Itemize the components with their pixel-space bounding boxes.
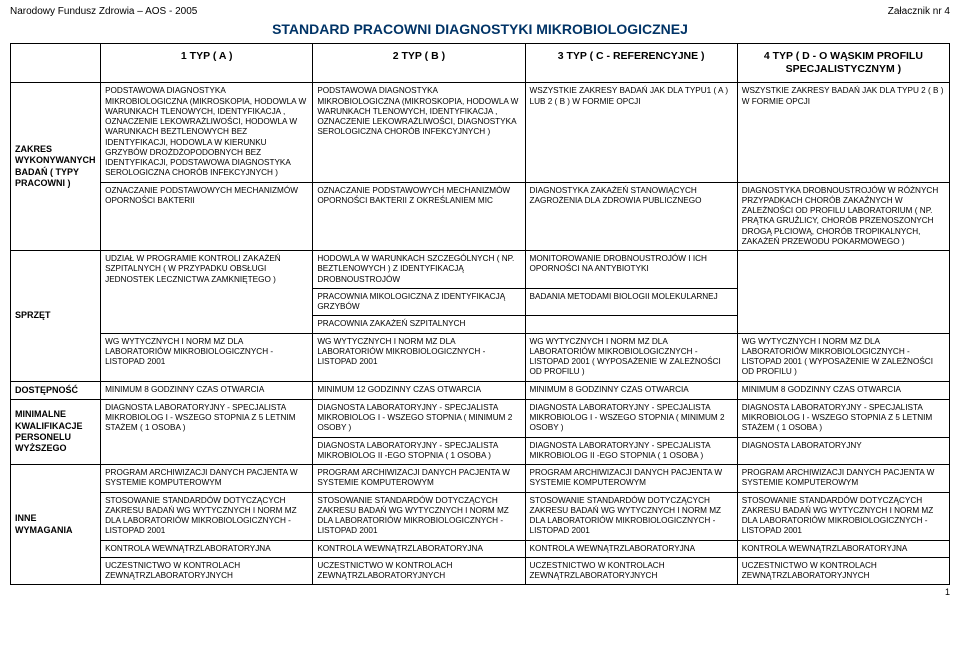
cell: MINIMUM 8 GODZINNY CZAS OTWARCIA [525, 381, 737, 399]
cell: OZNACZANIE PODSTAWOWYCH MECHANIZMÓW OPOR… [313, 182, 525, 251]
cell: PODSTAWOWA DIAGNOSTYKA MIKROBIOLOGICZNA … [313, 83, 525, 182]
cell: PROGRAM ARCHIWIZACJI DANYCH PACJENTA W S… [101, 465, 313, 493]
cell: STOSOWANIE STANDARDÓW DOTYCZĄCYCH ZAKRES… [313, 492, 525, 540]
cell: DIAGNOSTA LABORATORYJNY - SPECJALISTA MI… [525, 437, 737, 465]
cell: DIAGNOSTA LABORATORYJNY - SPECJALISTA MI… [525, 399, 737, 437]
table-row: OZNACZANIE PODSTAWOWYCH MECHANIZMÓW OPOR… [11, 182, 950, 251]
cell: MINIMUM 8 GODZINNY CZAS OTWARCIA [737, 381, 949, 399]
cell: MINIMUM 12 GODZINNY CZAS OTWARCIA [313, 381, 525, 399]
cell: PRACOWNIA MIKOLOGICZNA Z IDENTYFIKACJĄ G… [313, 288, 525, 316]
cell: KONTROLA WEWNĄTRZLABORATORYJNA [525, 540, 737, 557]
cell: KONTROLA WEWNĄTRZLABORATORYJNA [101, 540, 313, 557]
cell: HODOWLA W WARUNKACH SZCZEGÓLNYCH ( NP. B… [313, 251, 525, 289]
col-header-3: 3 TYP ( C - REFERENCYJNE ) [525, 44, 737, 83]
table-row: INNE WYMAGANIA PROGRAM ARCHIWIZACJI DANY… [11, 465, 950, 493]
table-row: STOSOWANIE STANDARDÓW DOTYCZĄCYCH ZAKRES… [11, 492, 950, 540]
page-header: Narodowy Fundusz Zdrowia – AOS - 2005 Za… [10, 6, 950, 17]
cell: UCZESTNICTWO W KONTROLACH ZEWNĄTRZLABORA… [313, 557, 525, 585]
table-row: MINIMALNE KWALIFIKACJE PERSONELU WYŻSZEG… [11, 399, 950, 437]
header-row: 1 TYP ( A ) 2 TYP ( B ) 3 TYP ( C - REFE… [11, 44, 950, 83]
col-header-1: 1 TYP ( A ) [101, 44, 313, 83]
row-label-sprzet: SPRZĘT [11, 251, 101, 382]
cell: KONTROLA WEWNĄTRZLABORATORYJNA [313, 540, 525, 557]
cell: PROGRAM ARCHIWIZACJI DANYCH PACJENTA W S… [313, 465, 525, 493]
cell: DIAGNOSTA LABORATORYJNY - SPECJALISTA MI… [101, 399, 313, 464]
cell [525, 316, 737, 333]
cell: DIAGNOSTYKA ZAKAŻEŃ STANOWIĄCYCH ZAGROŻE… [525, 182, 737, 251]
table-row: SPRZĘT UDZIAŁ W PROGRAMIE KONTROLI ZAKAŻ… [11, 251, 950, 289]
col-header-2: 2 TYP ( B ) [313, 44, 525, 83]
cell: WG WYTYCZNYCH I NORM MZ DLA LABORATORIÓW… [737, 333, 949, 381]
cell: MONITOROWANIE DROBNOUSTROJÓW I ICH OPORN… [525, 251, 737, 289]
cell: DIAGNOSTA LABORATORYJNY - SPECJALISTA MI… [313, 437, 525, 465]
cell: WG WYTYCZNYCH I NORM MZ DLA LABORATORIÓW… [525, 333, 737, 381]
row-label-inne: INNE WYMAGANIA [11, 465, 101, 585]
cell: PRACOWNIA ZAKAŻEŃ SZPITALNYCH [313, 316, 525, 333]
cell: UDZIAŁ W PROGRAMIE KONTROLI ZAKAŻEŃ SZPI… [101, 251, 313, 334]
row-label-kwalifikacje: MINIMALNE KWALIFIKACJE PERSONELU WYŻSZEG… [11, 399, 101, 464]
row-label-zakres: ZAKRES WYKONYWANYCH BADAŃ ( TYPY PRACOWN… [11, 83, 101, 251]
table-row: KONTROLA WEWNĄTRZLABORATORYJNA KONTROLA … [11, 540, 950, 557]
cell: DIAGNOSTA LABORATORYJNY - SPECJALISTA MI… [313, 399, 525, 437]
document-title: STANDARD PRACOWNI DIAGNOSTYKI MIKROBIOLO… [10, 21, 950, 37]
table-row: UCZESTNICTWO W KONTROLACH ZEWNĄTRZLABORA… [11, 557, 950, 585]
cell: PROGRAM ARCHIWIZACJI DANYCH PACJENTA W S… [525, 465, 737, 493]
table-row: DOSTĘPNOŚĆ MINIMUM 8 GODZINNY CZAS OTWAR… [11, 381, 950, 399]
cell: DIAGNOSTA LABORATORYJNY [737, 437, 949, 465]
standards-table: 1 TYP ( A ) 2 TYP ( B ) 3 TYP ( C - REFE… [10, 43, 950, 585]
cell: UCZESTNICTWO W KONTROLACH ZEWNĄTRZLABORA… [525, 557, 737, 585]
cell: DIAGNOSTYKA DROBNOUSTROJÓW W RÓŻNYCH PRZ… [737, 182, 949, 251]
cell: KONTROLA WEWNĄTRZLABORATORYJNA [737, 540, 949, 557]
cell: PODSTAWOWA DIAGNOSTYKA MIKROBIOLOGICZNA … [101, 83, 313, 182]
cell: PROGRAM ARCHIWIZACJI DANYCH PACJENTA W S… [737, 465, 949, 493]
cell: OZNACZANIE PODSTAWOWYCH MECHANIZMÓW OPOR… [101, 182, 313, 251]
cell: WG WYTYCZNYCH I NORM MZ DLA LABORATORIÓW… [313, 333, 525, 381]
header-right: Załacznik nr 4 [888, 6, 950, 17]
page-number: 1 [10, 587, 950, 597]
cell: UCZESTNICTWO W KONTROLACH ZEWNĄTRZLABORA… [101, 557, 313, 585]
table-row: WG WYTYCZNYCH I NORM MZ DLA LABORATORIÓW… [11, 333, 950, 381]
cell: MINIMUM 8 GODZINNY CZAS OTWARCIA [101, 381, 313, 399]
col-header-4: 4 TYP ( D - O WĄSKIM PROFILU SPECJALISTY… [737, 44, 949, 83]
cell: STOSOWANIE STANDARDÓW DOTYCZĄCYCH ZAKRES… [525, 492, 737, 540]
cell [737, 251, 949, 334]
cell: WSZYSTKIE ZAKRESY BADAŃ JAK DLA TYPU1 ( … [525, 83, 737, 182]
table-row: ZAKRES WYKONYWANYCH BADAŃ ( TYPY PRACOWN… [11, 83, 950, 182]
cell: WSZYSTKIE ZAKRESY BADAŃ JAK DLA TYPU 2 (… [737, 83, 949, 182]
corner-cell [11, 44, 101, 83]
cell: DIAGNOSTA LABORATORYJNY - SPECJALISTA MI… [737, 399, 949, 437]
row-label-dostepnosc: DOSTĘPNOŚĆ [11, 381, 101, 399]
cell: UCZESTNICTWO W KONTROLACH ZEWNĄTRZLABORA… [737, 557, 949, 585]
cell: BADANIA METODAMI BIOLOGII MOLEKULARNEJ [525, 288, 737, 316]
header-left: Narodowy Fundusz Zdrowia – AOS - 2005 [10, 6, 197, 17]
cell: STOSOWANIE STANDARDÓW DOTYCZĄCYCH ZAKRES… [101, 492, 313, 540]
cell: STOSOWANIE STANDARDÓW DOTYCZĄCYCH ZAKRES… [737, 492, 949, 540]
cell: WG WYTYCZNYCH I NORM MZ DLA LABORATORIÓW… [101, 333, 313, 381]
